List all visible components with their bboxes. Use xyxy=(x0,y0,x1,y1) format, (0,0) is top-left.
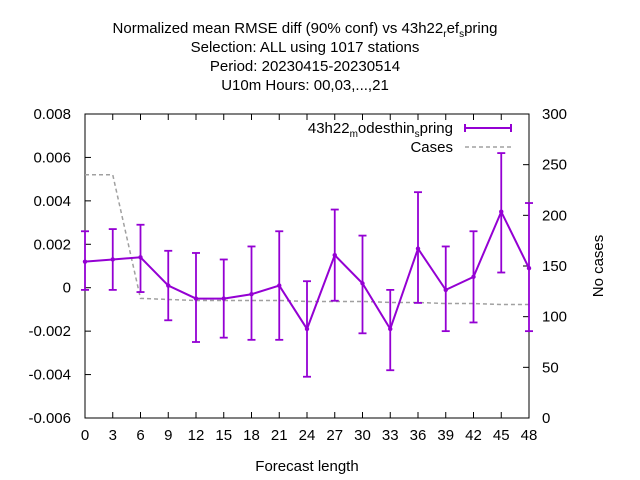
data-point xyxy=(415,246,421,251)
data-point xyxy=(82,259,88,264)
y-tick-label: 0.004 xyxy=(33,193,71,210)
y2-tick-label: 300 xyxy=(542,106,567,123)
legend-label-cases: Cases xyxy=(410,139,453,156)
data-point xyxy=(249,292,254,297)
title-line-3: U10m Hours: 00,03,...,21 xyxy=(221,77,389,94)
cases-series xyxy=(85,174,529,306)
data-point xyxy=(471,274,476,280)
x-tick-label: 27 xyxy=(326,427,343,444)
data-point xyxy=(443,287,448,293)
y-tick-label: 0.002 xyxy=(33,236,71,253)
data-point xyxy=(304,326,310,332)
cases-line xyxy=(85,174,529,306)
x-tick-label: 33 xyxy=(382,427,399,444)
x-tick-label: 18 xyxy=(243,427,260,444)
x-tick-label: 24 xyxy=(299,427,316,444)
title-line-1: Selection: ALL using 1017 stations xyxy=(191,39,420,56)
data-point xyxy=(221,296,226,301)
x-axis-label: Forecast length xyxy=(255,458,358,475)
data-point xyxy=(388,326,393,332)
diff-series xyxy=(81,152,533,378)
y-tick-label: 0 xyxy=(63,280,71,297)
legend-label-diff: 43h22modesthinspring xyxy=(308,120,453,140)
y-tick-label: -0.006 xyxy=(28,410,71,427)
x-tick-label: 48 xyxy=(521,427,538,444)
data-point xyxy=(332,252,337,258)
y2-tick-label: 150 xyxy=(542,258,567,275)
data-point xyxy=(526,265,532,271)
data-point xyxy=(277,283,282,288)
x-tick-label: 36 xyxy=(410,427,427,444)
data-point xyxy=(110,257,115,262)
y-tick-label: 0.006 xyxy=(33,149,71,166)
x-tick-label: 39 xyxy=(437,427,454,444)
x-tick-label: 45 xyxy=(493,427,510,444)
x-tick-label: 15 xyxy=(215,427,232,444)
data-point xyxy=(138,255,143,260)
y2-tick-label: 50 xyxy=(542,359,559,376)
data-point xyxy=(166,283,171,288)
x-tick-label: 9 xyxy=(164,427,172,444)
data-point xyxy=(499,209,504,214)
y2-tick-label: 250 xyxy=(542,157,567,174)
y-tick-label: 0.008 xyxy=(33,106,71,123)
x-tick-label: 21 xyxy=(271,427,288,444)
x-tick-label: 42 xyxy=(465,427,482,444)
x-tick-label: 0 xyxy=(81,427,89,444)
y2-tick-label: 0 xyxy=(542,410,550,427)
y-tick-label: -0.002 xyxy=(28,323,71,340)
y2-axis-label: No cases xyxy=(590,235,607,298)
x-tick-label: 3 xyxy=(109,427,117,444)
axis-ticks: 0 3 6 9 12 15 18 21 24 27 30 33 36 39 42 45 48-0.006-0.0… xyxy=(28,106,567,444)
chart-title: Normalized mean RMSE diff (90% conf) vs … xyxy=(113,20,498,94)
title-line-2: Period: 20230415-20230514 xyxy=(210,58,400,75)
y-tick-label: -0.004 xyxy=(28,367,71,384)
y2-tick-label: 100 xyxy=(542,309,567,326)
x-tick-label: 12 xyxy=(188,427,205,444)
data-point xyxy=(193,296,199,301)
x-tick-label: 30 xyxy=(354,427,371,444)
x-tick-label: 6 xyxy=(136,427,144,444)
title-line-0: Normalized mean RMSE diff (90% conf) vs … xyxy=(113,20,498,40)
data-point xyxy=(360,281,365,286)
y2-tick-label: 200 xyxy=(542,207,567,224)
